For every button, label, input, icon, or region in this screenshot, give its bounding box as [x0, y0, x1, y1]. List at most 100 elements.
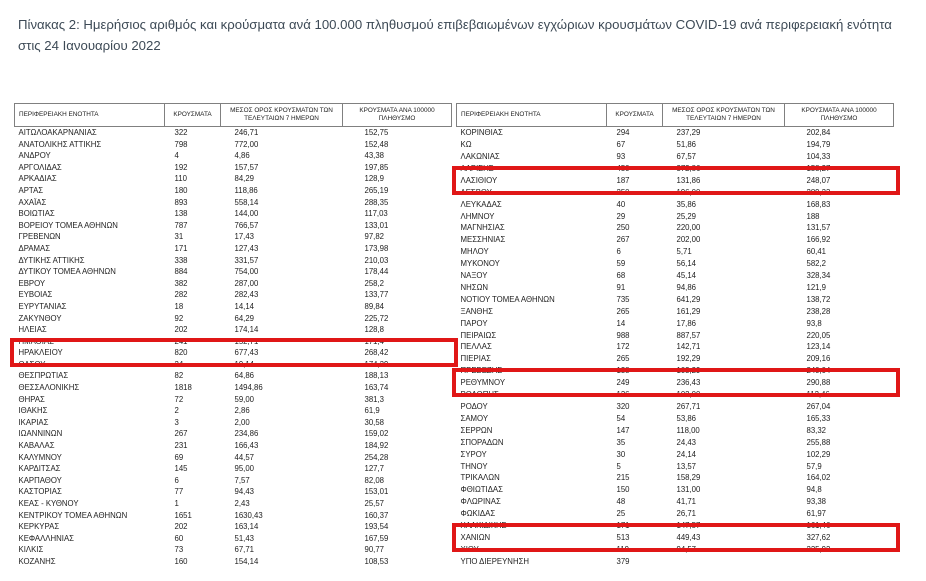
cell-region: ΧΑΛΚΙΔΙΚΗΣ [460, 521, 507, 531]
cell-region: ΜΗΛΟΥ [460, 247, 489, 257]
table-row: ΝΟΤΙΟΥ ΤΟΜΕΑ ΑΘΗΝΩΝ 735 641,29 138,72 [457, 294, 894, 306]
cell-avg7: 44,57 [234, 452, 255, 462]
cell-cases: 110 [174, 174, 187, 184]
cell-region: ΛΑΡΙΣΗΣ [460, 163, 494, 173]
cell-per100k: 128,8 [364, 325, 385, 335]
cell-avg7: 14,14 [234, 301, 255, 311]
cell-region: ΝΗΣΩΝ [460, 282, 489, 292]
cell-avg7: 2,43 [234, 499, 250, 508]
cell-avg7: 95,00 [234, 464, 255, 474]
cell-avg7: 64,86 [234, 371, 255, 381]
cell-avg7: 103,29 [676, 366, 701, 376]
table-row: ΗΛΕΙΑΣ 202 174,14 128,8 [15, 324, 452, 336]
cell-region: ΑΡΚΑΔΙΑΣ [18, 174, 57, 184]
table-row: ΝΑΞΟΥ 68 45,14 328,34 [457, 270, 894, 282]
cell-avg7: 558,14 [234, 197, 259, 207]
table-row: ΘΕΣΣΑΛΟΝΙΚΗΣ 1818 1494,86 163,74 [15, 382, 452, 394]
cell-avg7: 677,43 [234, 348, 259, 358]
cell-cases: 24 [174, 359, 184, 369]
table-row: ΡΕΘΥΜΝΟΥ 249 236,43 290,88 [457, 377, 894, 389]
cell-region: ΣΕΡΡΩΝ [460, 425, 493, 435]
cell-region: ΚΕΝΤΡΙΚΟΥ ΤΟΜΕΑ ΑΘΗΝΩΝ [18, 510, 128, 520]
cell-region: ΣΠΟΡΑΔΩΝ [460, 437, 504, 447]
tables-container: ΠΕΡΙΦΕΡΕΙΑΚΗ ΕΝΟΤΗΤΑ ΚΡΟΥΣΜΑΤΑ ΜΕΣΟΣ ΟΡΟ… [14, 103, 894, 568]
cell-region: ΡΕΘΥΜΝΟΥ [460, 378, 506, 388]
cell-cases: 68 [616, 271, 626, 281]
cell-cases: 172 [616, 342, 630, 352]
table-row: ΒΟΙΩΤΙΑΣ 138 144,00 117,03 [15, 208, 452, 220]
cell-avg7: 131,86 [676, 175, 701, 185]
cell-region: ΡΟΔΟΠΗΣ [460, 390, 499, 400]
cell-per100k: 133,77 [364, 290, 389, 300]
table-row: ΙΩΑΝΝΙΝΩΝ 267 234,86 159,02 [15, 428, 452, 440]
table-row: ΒΟΡΕΙΟΥ ΤΟΜΕΑ ΑΘΗΝΩΝ 787 766,57 133,01 [15, 220, 452, 232]
cell-avg7: 234,86 [234, 429, 259, 439]
cell-region: ΜΑΓΝΗΣΙΑΣ [460, 223, 505, 233]
cell-per100k: 220,05 [806, 330, 831, 340]
cell-per100k: 174,29 [364, 359, 389, 369]
cell-per100k: 93,8 [806, 318, 822, 328]
cell-region: ΛΑΣΙΘΙΟΥ [460, 175, 498, 185]
cell-region: ΚΕΡΚΥΡΑΣ [18, 522, 60, 532]
table-row: ΧΙΟΥ 119 94,57 225,92 [457, 544, 894, 556]
cell-per100k: 61,97 [806, 509, 827, 519]
cell-cases: 69 [174, 452, 184, 462]
cell-region: ΚΕΑΣ - ΚΥΘΝΟΥ [18, 499, 79, 508]
cell-per100k: 128,9 [364, 174, 385, 184]
table-row: ΙΚΑΡΙΑΣ 3 2,00 30,58 [15, 417, 452, 429]
cell-per100k: 173,98 [364, 243, 389, 253]
cell-per100k: 238,28 [806, 306, 831, 316]
cell-avg7: 766,57 [234, 220, 259, 230]
table-row: ΓΡΕΒΕΝΩΝ 31 17,43 97,82 [15, 231, 452, 243]
cell-avg7: 2,86 [234, 406, 250, 416]
cell-cases: 267 [616, 235, 630, 245]
cell-cases: 787 [174, 220, 188, 230]
cell-per100k: 138,72 [806, 294, 831, 304]
cell-avg7: 331,57 [234, 255, 259, 265]
cell-avg7: 174,14 [234, 325, 259, 335]
cell-cases: 265 [616, 354, 630, 364]
table-row: ΤΡΙΚΑΛΩΝ 215 158,29 164,02 [457, 472, 894, 484]
col-header-cases: ΚΡΟΥΣΜΑΤΑ [606, 103, 663, 127]
cell-cases: 145 [174, 464, 188, 474]
cell-cases: 6 [616, 247, 621, 257]
cell-cases: 322 [174, 128, 188, 137]
cell-per100k: 171,4 [364, 336, 385, 346]
cell-per100k: 133,01 [364, 220, 389, 230]
cell-per100k: 158,27 [806, 163, 831, 173]
cell-cases: 54 [616, 413, 626, 423]
cell-cases: 18 [174, 301, 184, 311]
table-row: ΣΑΜΟΥ 54 53,86 165,33 [457, 413, 894, 425]
table-row: ΚΑΛΥΜΝΟΥ 69 44,57 254,28 [15, 452, 452, 464]
cell-avg7: 287,00 [234, 278, 259, 288]
cell-region: ΑΧΑΪΑΣ [18, 197, 47, 207]
cell-region: ΘΕΣΣΑΛΟΝΙΚΗΣ [18, 383, 80, 393]
col-header-per100k: ΚΡΟΥΣΜΑΤΑ ΑΝΑ 100000 ΠΛΗΘΥΣΜΟ [342, 103, 452, 127]
cell-cases: 4 [174, 151, 179, 161]
table-row: ΔΥΤΙΚΟΥ ΤΟΜΕΑ ΑΘΗΝΩΝ 884 754,00 178,44 [15, 266, 452, 278]
cell-per100k: 166,92 [806, 235, 831, 245]
cell-per100k [785, 556, 894, 568]
table-row: ΕΥΡΥΤΑΝΙΑΣ 18 14,14 89,84 [15, 301, 452, 313]
cell-per100k: 90,77 [364, 545, 385, 555]
table-row: ΕΒΡΟΥ 382 287,00 258,2 [15, 278, 452, 290]
cell-per100k: 255,88 [806, 437, 831, 447]
cell-cases: 735 [616, 294, 630, 304]
table-row: ΑΝΑΤΟΛΙΚΗΣ ΑΤΤΙΚΗΣ 798 772,00 152,48 [15, 139, 452, 151]
table-row: ΘΑΣΟΥ 24 19,14 174,29 [15, 359, 452, 371]
cell-region: ΚΑΡΠΑΘΟΥ [18, 475, 62, 485]
cell-region: ΘΗΡΑΣ [18, 394, 45, 404]
cell-per100k: 152,75 [364, 128, 389, 137]
cell-region: ΑΙΤΩΛΟΑΚΑΡΝΑΝΙΑΣ [18, 128, 97, 137]
cell-per100k: 104,33 [806, 151, 831, 161]
cell-per100k: 289,23 [806, 187, 831, 197]
cell-avg7: 7,57 [234, 475, 250, 485]
cell-region: ΚΑΒΑΛΑΣ [18, 441, 55, 451]
cell-avg7: 25,29 [676, 211, 697, 221]
cell-avg7: 64,29 [234, 313, 255, 323]
cell-cases: 147 [616, 425, 630, 435]
cell-region: ΔΥΤΙΚΟΥ ΤΟΜΕΑ ΑΘΗΝΩΝ [18, 267, 116, 277]
cell-avg7: 131,00 [676, 485, 701, 495]
cell-cases: 92 [174, 313, 184, 323]
cell-cases: 294 [616, 128, 630, 138]
